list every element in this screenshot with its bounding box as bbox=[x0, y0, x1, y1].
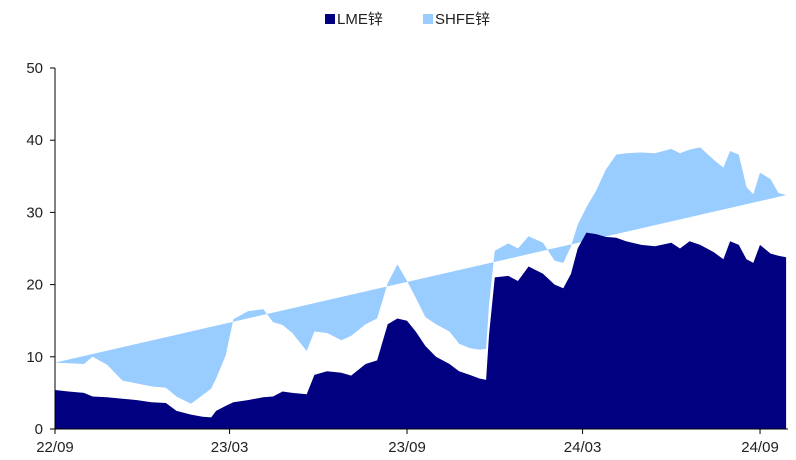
legend-label-2: SHFE锌 bbox=[435, 11, 490, 28]
x-axis-ticks: 22/09 23/03 23/09 24/03 24/09 bbox=[36, 429, 779, 456]
axes bbox=[54, 68, 788, 430]
y-axis-ticks: 0 10 20 30 40 50 bbox=[26, 60, 55, 438]
plot-areas bbox=[55, 147, 787, 429]
x-tick-label: 22/09 bbox=[36, 439, 74, 456]
legend-label-1: LME锌 bbox=[337, 11, 383, 28]
y-tick-label: 40 bbox=[26, 132, 43, 149]
x-tick-label: 24/09 bbox=[741, 439, 779, 456]
y-tick-label: 20 bbox=[26, 277, 43, 294]
legend-swatch-2 bbox=[423, 14, 433, 24]
x-tick-label: 24/03 bbox=[564, 439, 602, 456]
y-tick-label: 10 bbox=[26, 349, 43, 366]
area-series-1 bbox=[55, 232, 787, 429]
y-tick-label: 30 bbox=[26, 204, 43, 221]
legend-swatch-1 bbox=[325, 14, 335, 24]
legend: LME锌 SHFE锌 bbox=[325, 11, 490, 28]
y-tick-label: 0 bbox=[35, 421, 43, 438]
x-tick-label: 23/03 bbox=[211, 439, 249, 456]
area-series-2 bbox=[55, 147, 787, 404]
x-tick-label: 23/09 bbox=[388, 439, 426, 456]
y-tick-label: 50 bbox=[26, 60, 43, 77]
